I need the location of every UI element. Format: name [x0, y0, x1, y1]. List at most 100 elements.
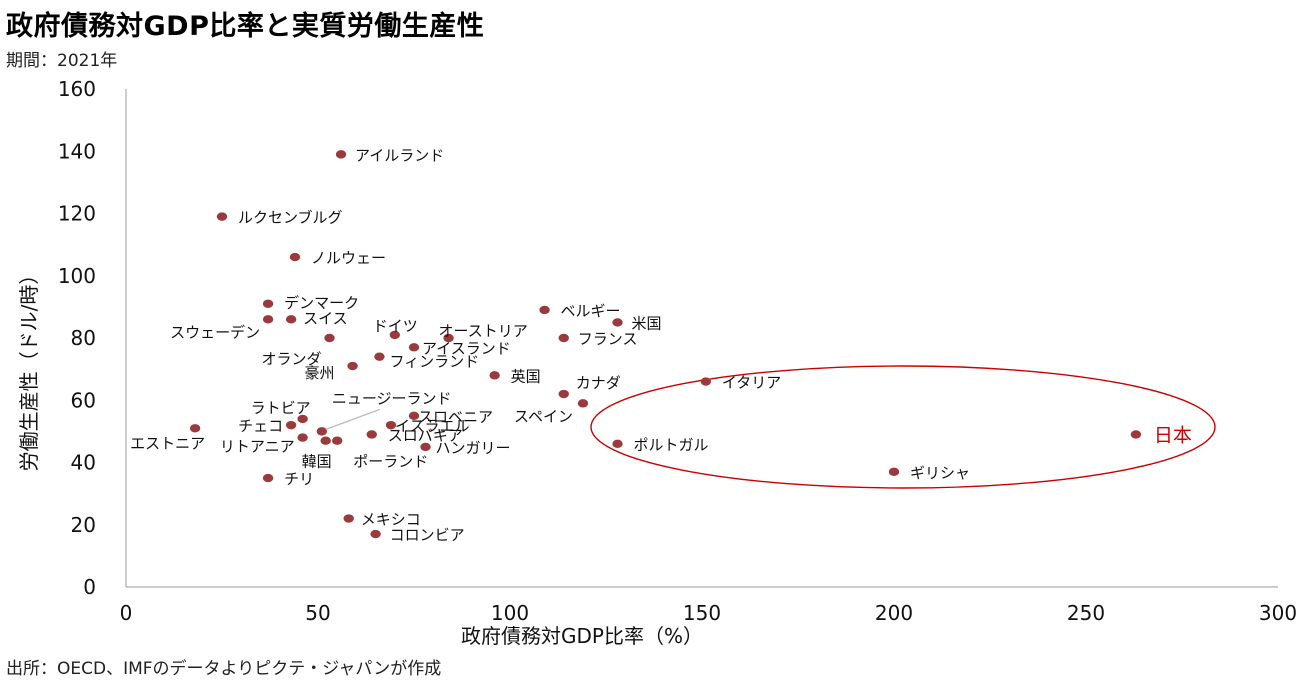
point-label: アイスランド — [422, 339, 511, 357]
point-label: ルクセンブルグ — [238, 209, 343, 227]
data-point — [700, 377, 712, 386]
data-point — [443, 333, 454, 343]
x-tick-label: 0 — [120, 601, 133, 625]
y-tick-label: 60 — [71, 388, 96, 412]
data-point — [370, 529, 381, 539]
highlight-ellipse — [590, 365, 1216, 489]
x-tick-label: 250 — [1067, 601, 1105, 625]
point-label: フィンランド — [389, 353, 479, 371]
y-tick-label: 140 — [58, 139, 96, 163]
data-point — [366, 430, 377, 439]
x-tick-label: 300 — [1259, 601, 1297, 625]
x-tick-label: 150 — [683, 601, 721, 625]
y-tick-label: 80 — [71, 326, 96, 350]
y-tick-label: 160 — [58, 77, 96, 101]
point-label: イスラエル — [395, 417, 470, 435]
point-label: スイス — [303, 309, 348, 327]
point-label: スペイン — [514, 407, 573, 425]
point-label: オランダ — [262, 350, 322, 368]
data-point — [262, 299, 274, 308]
x-axis-title: 政府債務対GDP比率（%） — [461, 624, 703, 648]
point-label: アイルランド — [355, 146, 444, 164]
y-tick-label: 120 — [58, 202, 96, 226]
point-label: ドイツ — [373, 317, 418, 335]
point-label: スロベニア — [418, 408, 493, 426]
point-label: チェコ — [238, 417, 283, 435]
data-point — [374, 352, 385, 361]
point-label: デンマーク — [284, 294, 359, 312]
data-point — [612, 318, 623, 327]
point-label: 日本 — [1154, 424, 1192, 446]
data-point — [389, 330, 400, 340]
data-point — [189, 424, 201, 433]
data-point — [297, 414, 308, 424]
data-point — [888, 467, 900, 477]
data-point — [408, 411, 420, 421]
data-point — [316, 427, 328, 436]
point-label: スロバキア — [388, 426, 463, 444]
point-label: ノルウェー — [311, 249, 386, 267]
point-label: コロンビア — [390, 526, 465, 544]
data-point — [262, 315, 274, 324]
point-label: メキシコ — [361, 511, 421, 529]
data-point — [285, 420, 297, 430]
point-label: カナダ — [576, 374, 621, 392]
data-point — [489, 371, 500, 380]
data-point — [320, 436, 331, 445]
point-label: ポルトガル — [634, 436, 709, 454]
point-label: 韓国 — [302, 453, 332, 471]
point-label: エストニア — [130, 434, 205, 452]
data-point — [558, 333, 569, 343]
x-tick-label: 50 — [305, 601, 330, 625]
data-point — [612, 439, 623, 449]
data-point — [324, 333, 335, 343]
data-point — [420, 442, 431, 452]
y-axis-title: 労働生産性（ドル/時） — [17, 265, 41, 472]
point-label: フランス — [578, 330, 638, 348]
data-point — [558, 389, 569, 399]
data-point — [262, 473, 274, 483]
y-tick-label: 40 — [71, 451, 96, 475]
data-point — [335, 150, 347, 159]
chart-source: 出所：OECD、IMFのデータよりピクテ・ジャパンが作成 — [6, 659, 442, 679]
axes: 0 20 40 60 80 100 120 140 160 0 50 100 150 200 250 300 政… — [17, 77, 1297, 648]
chart-period: 期間：2021年 — [6, 51, 118, 71]
point-label: オーストリア — [439, 322, 528, 340]
x-tick-label: 100 — [491, 601, 529, 625]
y-tick-label: 0 — [83, 575, 96, 599]
leader-line — [325, 408, 381, 430]
point-label: スウェーデン — [170, 323, 260, 341]
data-point — [347, 361, 358, 371]
data-point — [408, 343, 420, 352]
data-point — [285, 315, 297, 324]
data-point — [216, 212, 228, 221]
point-label: ラトビア — [251, 399, 311, 417]
data-points — [189, 150, 1142, 539]
point-label: リトアニア — [220, 438, 295, 456]
point-label: ニュージーランド — [332, 389, 452, 407]
data-point — [539, 305, 550, 315]
data-point — [1130, 430, 1142, 439]
data-point — [332, 436, 343, 445]
data-point — [343, 514, 354, 523]
point-label: ハンガリー — [436, 439, 511, 457]
point-label: 米国 — [632, 314, 662, 332]
data-point — [385, 420, 397, 430]
point-label: 英国 — [511, 367, 541, 385]
point-label: ベルギー — [561, 302, 621, 320]
data-point — [577, 399, 589, 408]
y-tick-label: 20 — [71, 513, 96, 537]
point-label: イタリア — [722, 374, 781, 392]
point-label: ポーランド — [353, 453, 428, 471]
point-label: 豪州 — [305, 364, 335, 382]
chart-title: 政府債務対GDP比率と実質労働生産性 — [6, 11, 485, 42]
data-point — [289, 252, 301, 262]
data-point — [297, 433, 308, 442]
y-tick-label: 100 — [58, 264, 96, 288]
point-label: ギリシャ — [910, 464, 970, 482]
x-tick-label: 200 — [875, 601, 913, 625]
point-label: チリ — [284, 470, 314, 488]
highlight-layer — [590, 365, 1216, 489]
